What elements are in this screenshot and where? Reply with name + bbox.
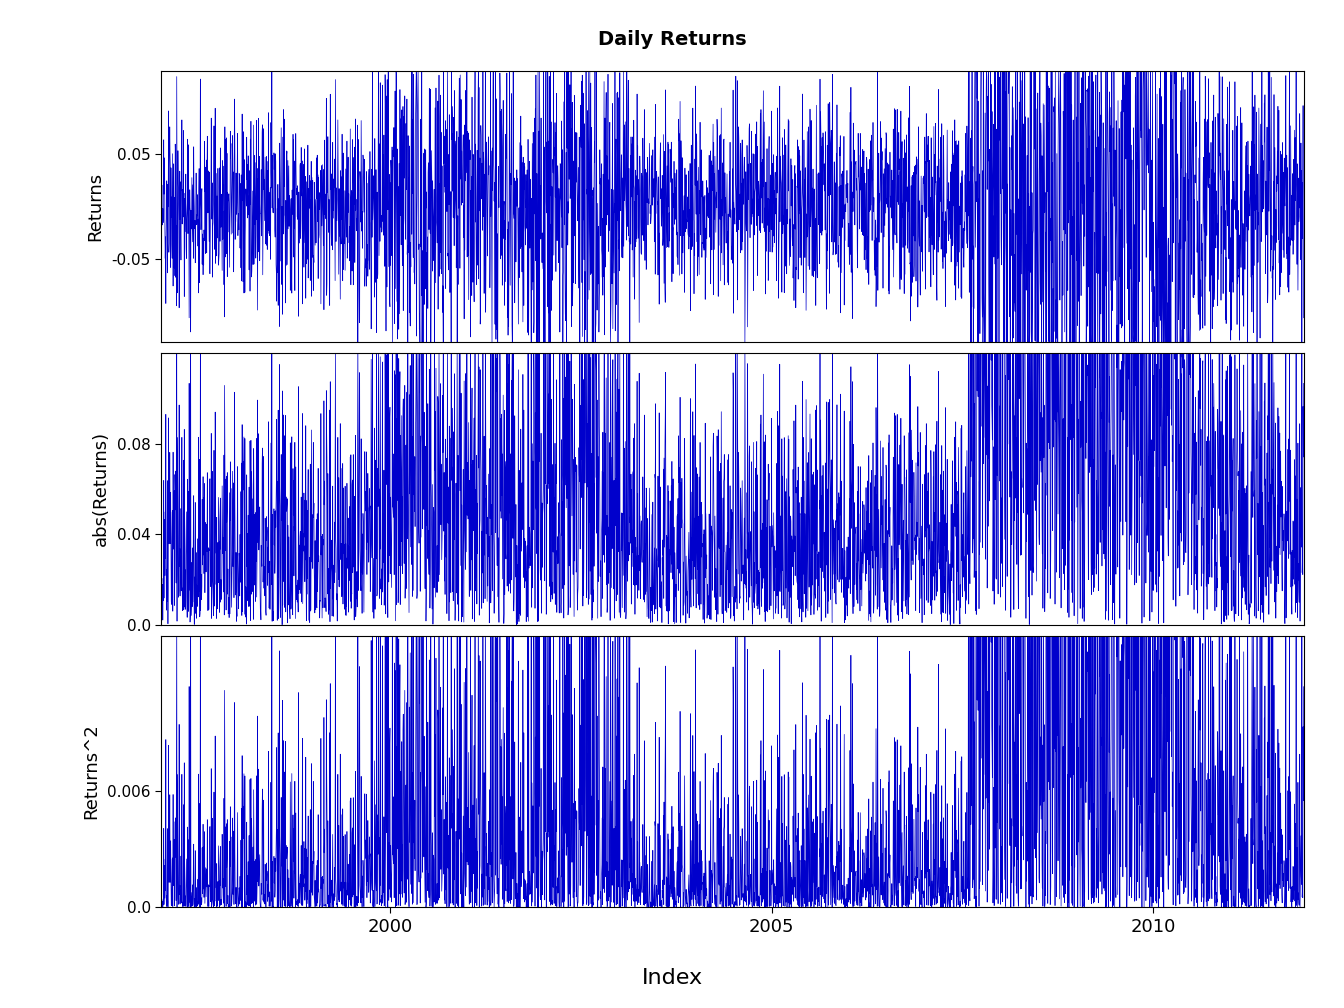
Y-axis label: abs(Returns): abs(Returns) [93, 431, 110, 546]
Y-axis label: Returns^2: Returns^2 [82, 724, 101, 820]
Y-axis label: Returns: Returns [86, 171, 105, 241]
Text: Daily Returns: Daily Returns [598, 30, 746, 49]
Text: Index: Index [641, 968, 703, 988]
